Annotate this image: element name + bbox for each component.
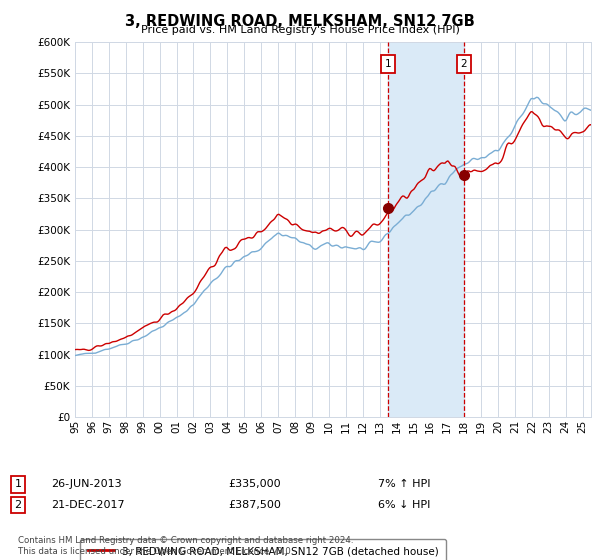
Text: 2: 2 [460,59,467,69]
Text: 1: 1 [14,479,22,489]
Text: Contains HM Land Registry data © Crown copyright and database right 2024.
This d: Contains HM Land Registry data © Crown c… [18,536,353,556]
Text: 26-JUN-2013: 26-JUN-2013 [51,479,122,489]
Text: 2: 2 [14,500,22,510]
Text: £335,000: £335,000 [228,479,281,489]
Text: 21-DEC-2017: 21-DEC-2017 [51,500,125,510]
Bar [388,42,464,417]
Text: 7% ↑ HPI: 7% ↑ HPI [378,479,431,489]
Text: 1: 1 [385,59,391,69]
Text: Price paid vs. HM Land Registry's House Price Index (HPI): Price paid vs. HM Land Registry's House … [140,25,460,35]
Legend: 3, REDWING ROAD, MELKSHAM, SN12 7GB (detached house), HPI: Average price, detach: 3, REDWING ROAD, MELKSHAM, SN12 7GB (det… [80,539,446,560]
Text: 6% ↓ HPI: 6% ↓ HPI [378,500,430,510]
Text: 3, REDWING ROAD, MELKSHAM, SN12 7GB: 3, REDWING ROAD, MELKSHAM, SN12 7GB [125,14,475,29]
Text: £387,500: £387,500 [228,500,281,510]
